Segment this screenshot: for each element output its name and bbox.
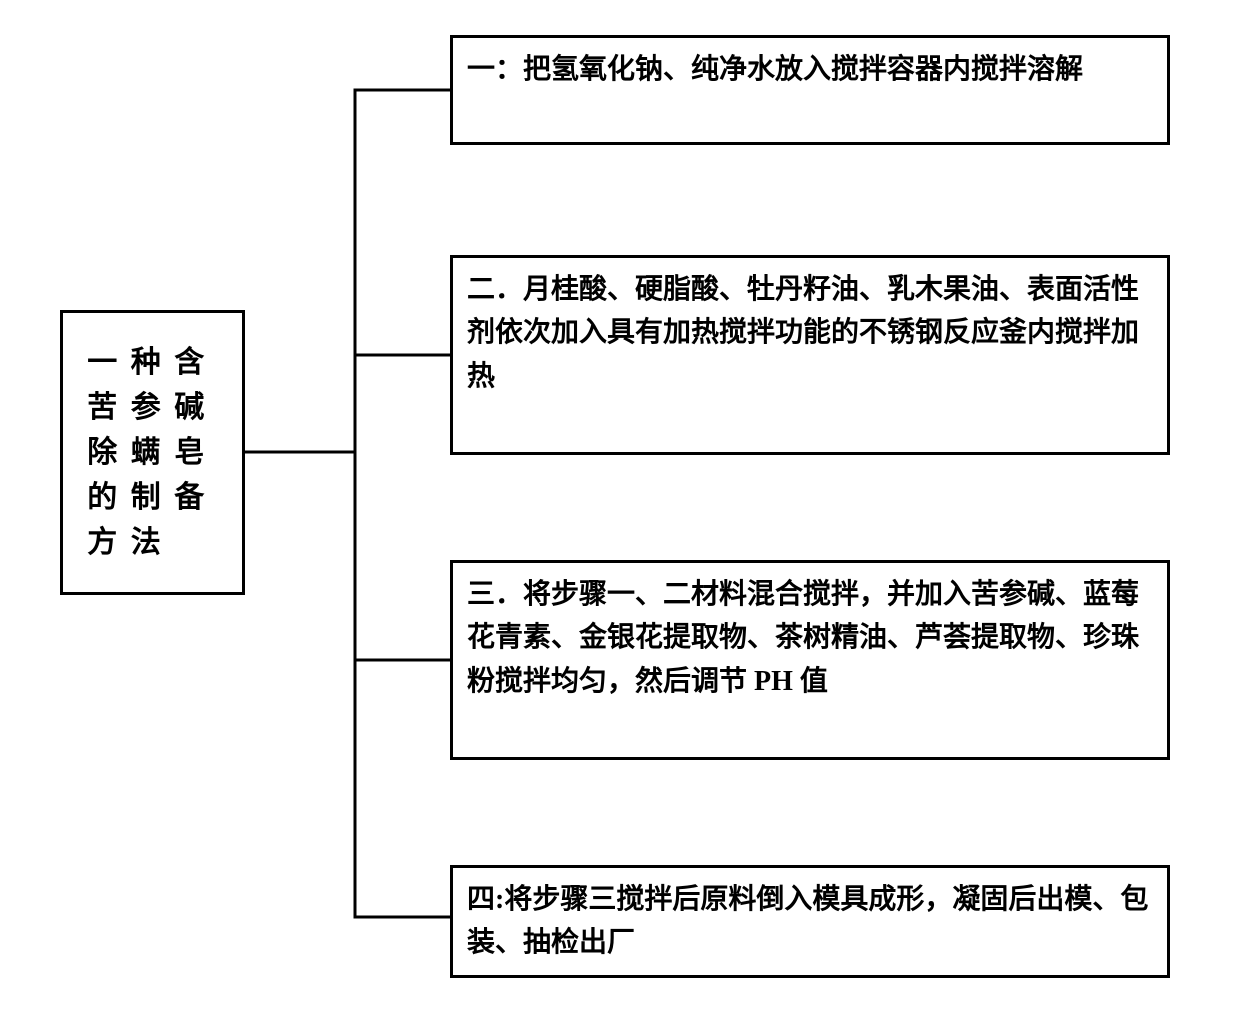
step-text: 三．将步骤一、二材料混合搅拌，并加入苦参碱、蓝莓花青素、金银花提取物、茶树精油、… bbox=[467, 579, 1139, 697]
step-text: 四:将步骤三搅拌后原料倒入模具成形，凝固后出模、包装、抽检出厂 bbox=[467, 884, 1148, 958]
step-node-2: 二．月桂酸、硬脂酸、牡丹籽油、乳木果油、表面活性剂依次加入具有加热搅拌功能的不锈… bbox=[450, 255, 1170, 455]
step-node-1: 一：把氢氧化钠、纯净水放入搅拌容器内搅拌溶解 bbox=[450, 35, 1170, 145]
step-text: 一：把氢氧化钠、纯净水放入搅拌容器内搅拌溶解 bbox=[467, 54, 1083, 85]
root-node: 一种含苦参碱除螨皂的制备方法 bbox=[60, 310, 245, 595]
step-node-4: 四:将步骤三搅拌后原料倒入模具成形，凝固后出模、包装、抽检出厂 bbox=[450, 865, 1170, 978]
step-text: 二．月桂酸、硬脂酸、牡丹籽油、乳木果油、表面活性剂依次加入具有加热搅拌功能的不锈… bbox=[467, 274, 1139, 392]
root-text: 一种含苦参碱除螨皂的制备方法 bbox=[87, 340, 218, 565]
step-node-3: 三．将步骤一、二材料混合搅拌，并加入苦参碱、蓝莓花青素、金银花提取物、茶树精油、… bbox=[450, 560, 1170, 760]
